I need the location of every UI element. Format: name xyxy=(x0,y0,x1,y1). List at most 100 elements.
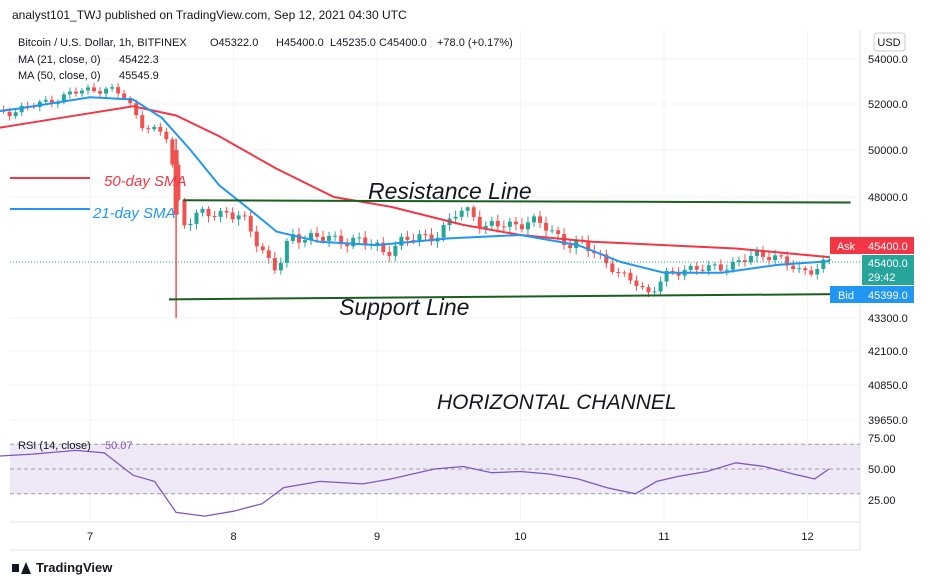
candle-body xyxy=(260,246,265,251)
ohlc-high: H45400.0 xyxy=(276,37,324,49)
price-axis[interactable]: 54000.0 52000.0 50000.0 48000.0 43300.0 42100… xyxy=(868,54,908,427)
price-tick-1: 52000.0 xyxy=(868,99,908,111)
candle-body xyxy=(375,242,380,245)
candle-body xyxy=(218,210,223,217)
candle-body xyxy=(357,237,362,239)
price-pane[interactable] xyxy=(10,30,860,420)
candle-body xyxy=(399,236,404,246)
candle-body xyxy=(767,256,772,261)
candle-body xyxy=(73,91,78,94)
candle-body xyxy=(706,265,711,271)
time-tick-4: 11 xyxy=(658,531,669,543)
rsi-tick-2: 25.00 xyxy=(868,495,896,507)
ohlc-close: C45400.0 xyxy=(379,37,427,49)
candle-body xyxy=(791,265,796,269)
candle-body xyxy=(128,97,133,104)
price-tick-0: 54000.0 xyxy=(868,54,908,66)
bid-label: Bid xyxy=(838,290,854,302)
candle-body xyxy=(827,259,832,261)
time-tick-0: 7 xyxy=(87,531,93,543)
ma21-legend-value: 45422.3 xyxy=(119,54,159,66)
candle-body xyxy=(146,128,151,130)
candle-body xyxy=(302,240,307,243)
ohlc-change: +78.0 (+0.17%) xyxy=(437,37,513,49)
tradingview-logo-icon xyxy=(12,561,31,574)
candle-body xyxy=(646,287,651,293)
tradingview-brand[interactable]: TradingView xyxy=(12,560,112,575)
candle-body xyxy=(513,221,518,225)
candle-body xyxy=(236,215,241,220)
candle-body xyxy=(550,230,555,232)
candle-body xyxy=(116,87,121,94)
candle-body xyxy=(797,268,802,270)
candle-body xyxy=(333,235,338,237)
candle-body xyxy=(387,252,392,256)
candle-body xyxy=(182,199,187,226)
candle-body xyxy=(49,99,54,104)
candle-body xyxy=(495,220,500,227)
time-tick-5: 12 xyxy=(801,531,813,543)
candle-body xyxy=(321,236,326,241)
ohlc-open: O45322.0 xyxy=(210,37,258,49)
candle-body xyxy=(694,266,699,270)
last-price-tag xyxy=(862,255,914,285)
candle-body xyxy=(13,112,18,117)
rsi-tick-0: 75.00 xyxy=(868,433,896,445)
currency-label: USD xyxy=(877,37,900,49)
candle-body xyxy=(519,224,524,230)
candle-body xyxy=(122,93,127,98)
bid-tag xyxy=(830,286,862,303)
last-price-value: 45400.0 xyxy=(868,258,908,270)
time-axis[interactable]: 7 8 9 10 11 12 xyxy=(87,531,814,543)
candle-body xyxy=(736,260,741,263)
candle-body xyxy=(254,231,259,247)
candle-body xyxy=(664,270,669,282)
candle-body xyxy=(188,223,193,226)
brand-name: TradingView xyxy=(36,560,113,575)
candle-body xyxy=(393,245,398,256)
candle-body xyxy=(773,255,778,261)
candle-body xyxy=(742,260,747,263)
candle-body xyxy=(140,115,145,129)
candle-body xyxy=(200,208,205,213)
candle-body xyxy=(507,221,512,227)
candle-body xyxy=(477,216,482,229)
candle-body xyxy=(544,222,549,231)
candle-body xyxy=(568,245,573,249)
candle-body xyxy=(688,266,693,270)
candle-body xyxy=(308,233,313,241)
ma50-line xyxy=(0,105,830,259)
candle-body xyxy=(610,263,615,273)
candle-body xyxy=(110,87,115,89)
candle-body xyxy=(423,234,428,236)
candle-body xyxy=(242,215,247,217)
candle-body xyxy=(556,230,561,235)
candle-body xyxy=(821,259,826,269)
published-line: analyst101_TWJ published on TradingView.… xyxy=(12,8,407,22)
candle-body xyxy=(525,222,530,230)
candle-body xyxy=(718,264,723,271)
support-annotation: Support Line xyxy=(339,294,469,320)
candle-body xyxy=(604,254,609,264)
bid-value-tag xyxy=(862,286,914,303)
candle-body xyxy=(748,255,753,263)
candle-body xyxy=(224,210,229,213)
candle-body xyxy=(278,262,283,271)
bid-value: 45399.0 xyxy=(868,290,908,302)
candle-body xyxy=(809,270,814,275)
candle-body xyxy=(700,269,705,271)
candle-body xyxy=(248,216,253,232)
candle-body xyxy=(170,139,175,165)
candle-body xyxy=(92,87,97,92)
ask-label: Ask xyxy=(837,241,856,253)
candle-body xyxy=(459,210,464,217)
rsi-axis: 75.00 50.00 25.00 xyxy=(868,433,896,507)
candle-body xyxy=(363,237,368,245)
symbol-title: Bitcoin / U.S. Dollar, 1h, BITFINEX xyxy=(18,37,187,49)
candle-body xyxy=(104,88,109,94)
candle-body xyxy=(206,208,211,217)
price-tick-3: 48000.0 xyxy=(868,192,908,204)
currency-button[interactable] xyxy=(873,32,906,52)
ask-value-tag xyxy=(862,237,914,254)
